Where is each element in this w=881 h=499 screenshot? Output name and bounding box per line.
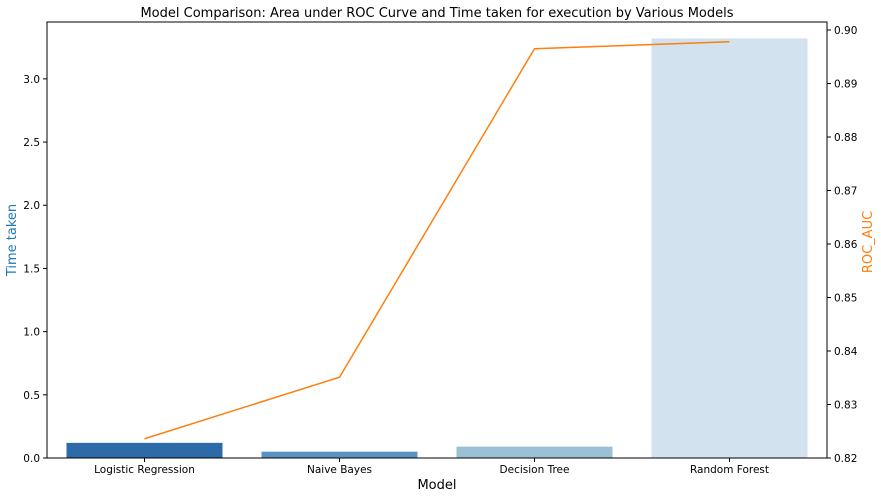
x-tick-label: Random Forest bbox=[690, 464, 769, 476]
y2-tick-label: 0.88 bbox=[834, 132, 857, 144]
bar-logistic-regression bbox=[66, 442, 223, 458]
chart-title: Model Comparison: Area under ROC Curve a… bbox=[140, 6, 733, 21]
y2-tick-label: 0.89 bbox=[834, 79, 857, 91]
y-tick-label: 0.0 bbox=[23, 453, 40, 465]
plot-frame bbox=[46, 21, 828, 459]
y-tick-label: 2.5 bbox=[23, 137, 40, 149]
x-axis-label: Model bbox=[417, 478, 456, 493]
y2-axis-label: ROC_AUC bbox=[861, 211, 876, 273]
y2-tick-label: 0.85 bbox=[834, 293, 857, 305]
x-tick-label: Naive Bayes bbox=[307, 464, 372, 476]
y-tick-label: 1.5 bbox=[23, 263, 40, 275]
y-tick-label: 2.0 bbox=[23, 200, 40, 212]
y-axis-label: Time taken bbox=[5, 204, 20, 277]
y2-tick-label: 0.90 bbox=[834, 25, 857, 37]
y-tick-label: 1.0 bbox=[23, 327, 40, 339]
y-tick-label: 3.0 bbox=[23, 74, 40, 86]
right-axis: 0.82 0.83 0.84 0.85 0.86 0.87 0.88 0.89 0.90 bbox=[827, 25, 858, 465]
y2-tick-label: 0.83 bbox=[834, 400, 857, 412]
left-axis: 0.0 0.5 1.0 1.5 2.0 2.5 3.0 bbox=[23, 74, 47, 465]
bar-random-forest bbox=[651, 38, 808, 458]
x-axis: Logistic Regression Naive Bayes Decision T… bbox=[94, 458, 769, 476]
y2-tick-label: 0.87 bbox=[834, 186, 857, 198]
roc-auc-line bbox=[144, 41, 730, 440]
bars-layer bbox=[66, 38, 808, 458]
y2-tick-label: 0.82 bbox=[834, 453, 857, 465]
bar-decision-tree bbox=[456, 446, 613, 458]
bar-naive-bayes bbox=[261, 451, 418, 458]
x-tick-label: Decision Tree bbox=[500, 464, 570, 476]
line-layer bbox=[144, 41, 730, 440]
y-tick-label: 0.5 bbox=[23, 390, 40, 402]
y2-tick-label: 0.86 bbox=[834, 239, 858, 251]
y2-tick-label: 0.84 bbox=[834, 346, 858, 358]
x-tick-label: Logistic Regression bbox=[94, 464, 195, 476]
